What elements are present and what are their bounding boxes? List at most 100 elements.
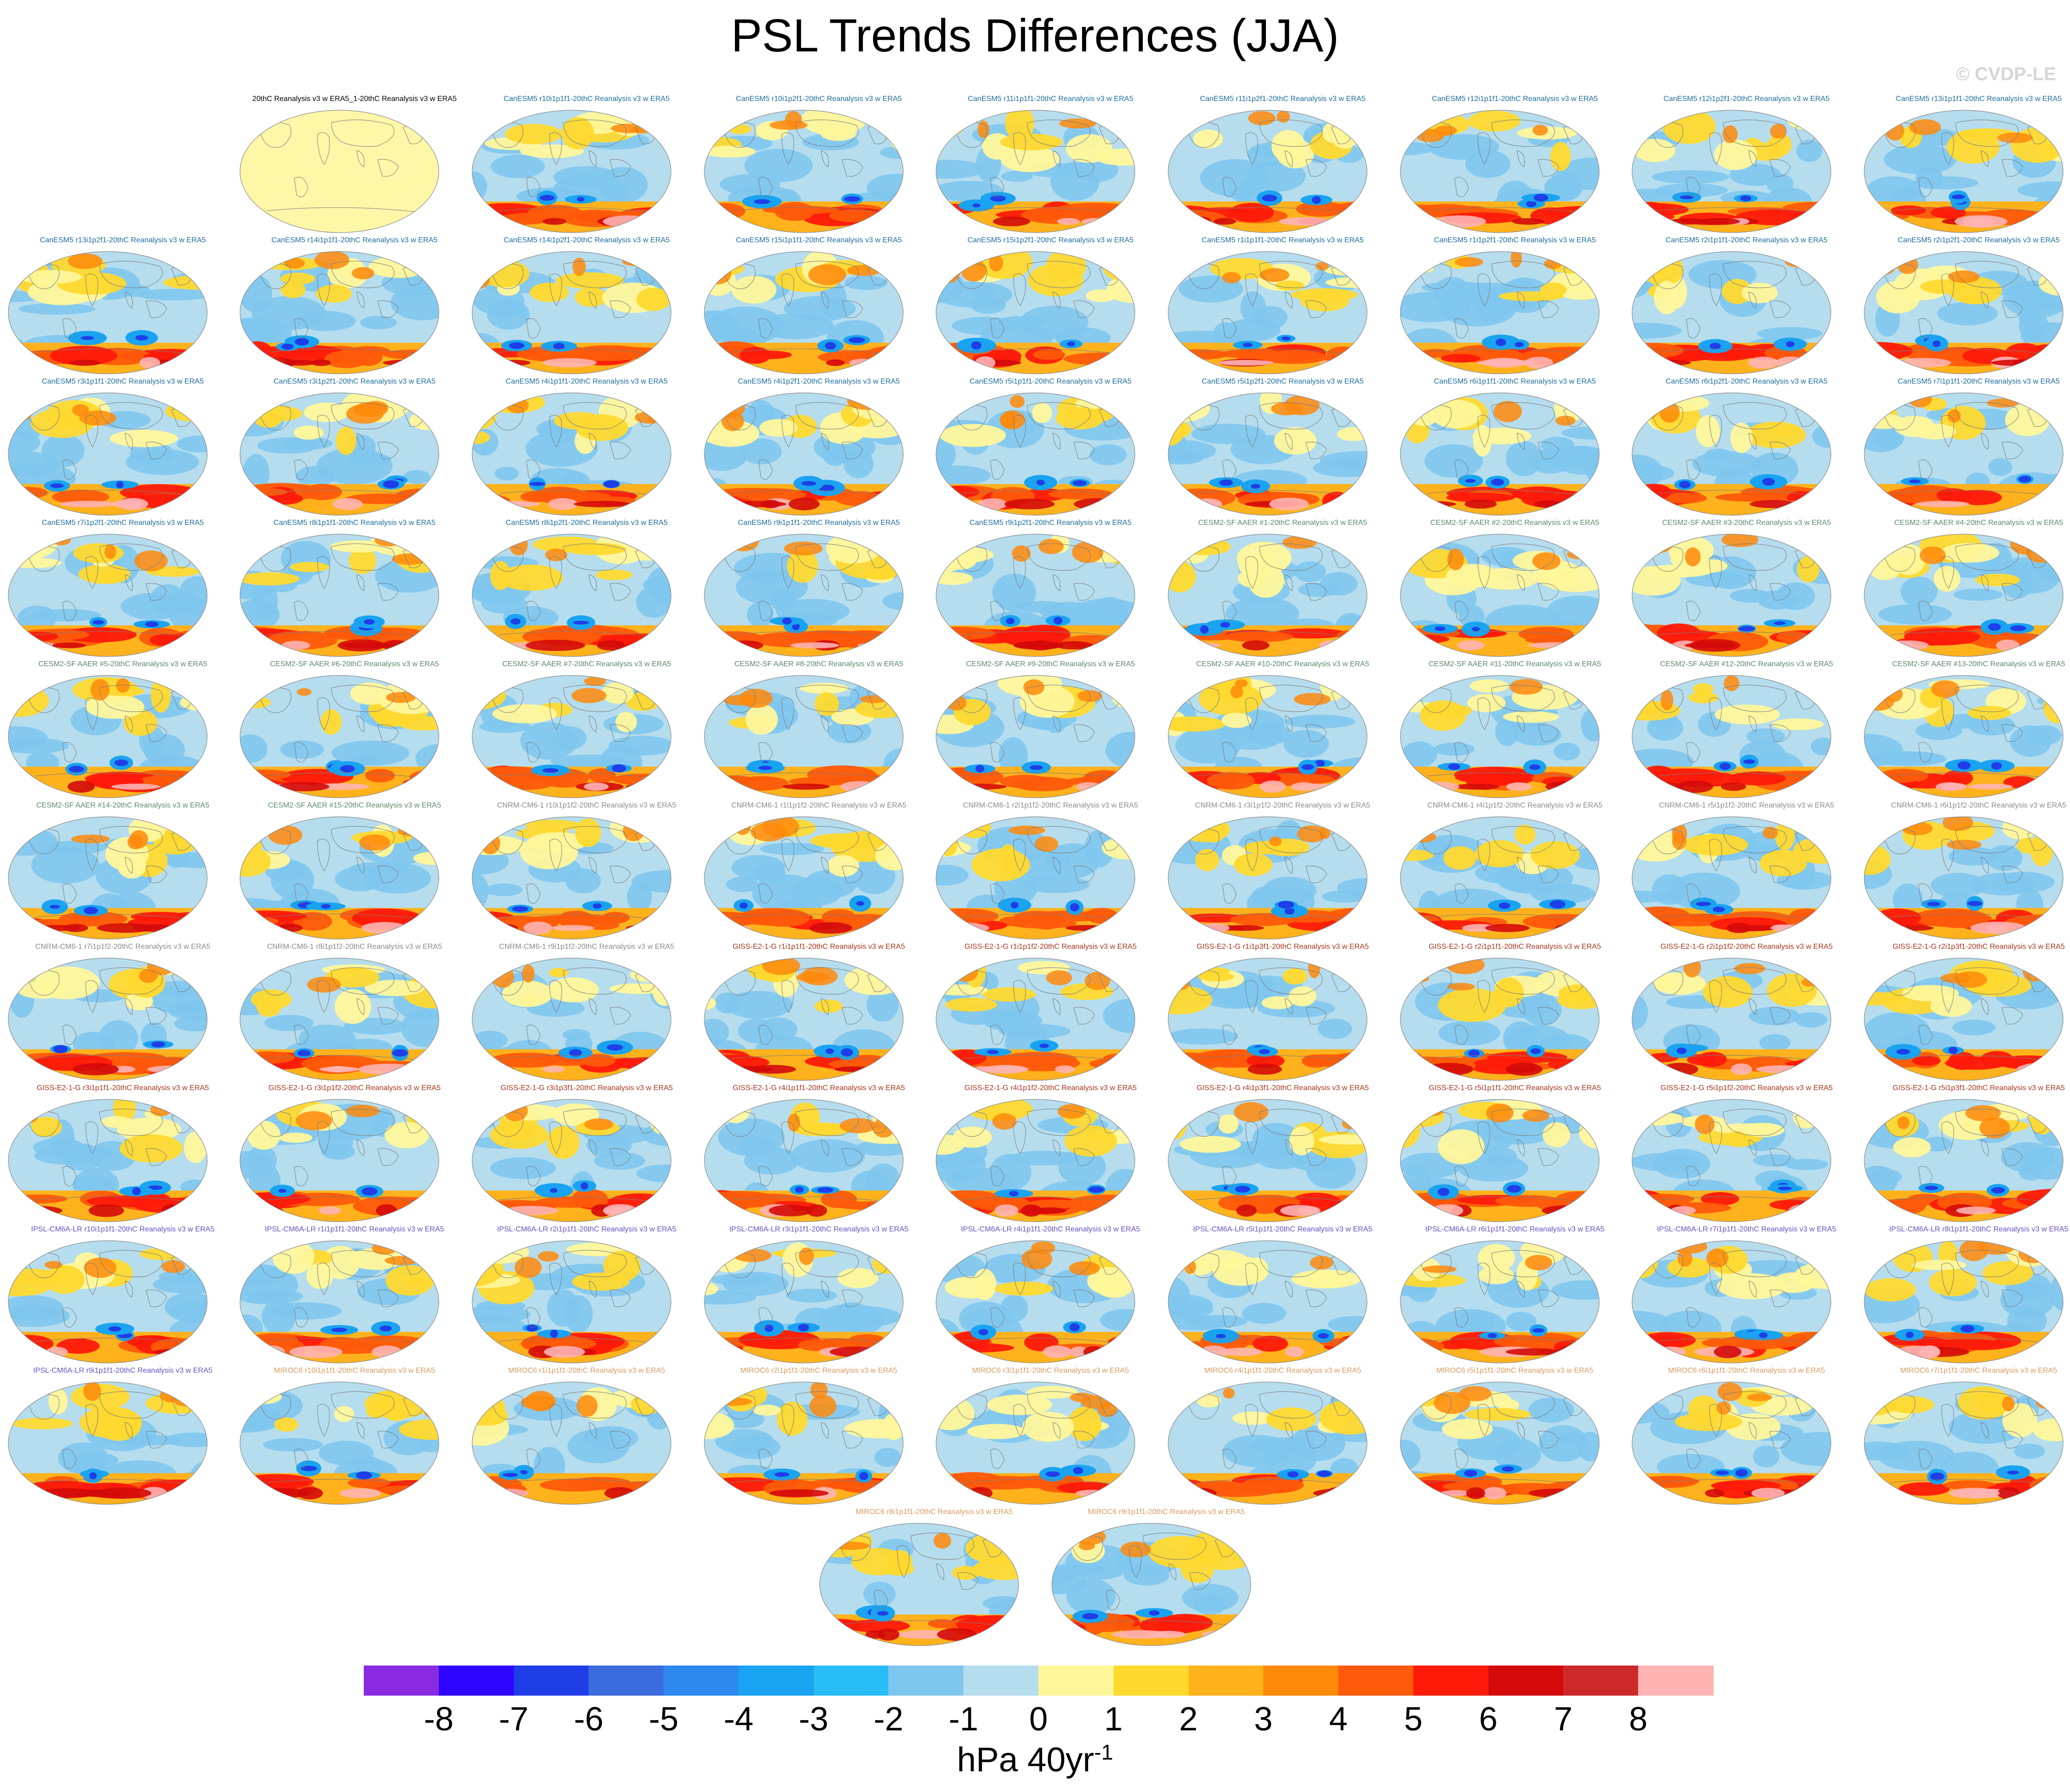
map-panel-title: CanESM5 r7i1p1f1-20thC Reanalysis v3 w E…	[1898, 378, 2060, 385]
map-panel: MIROC6 r6i1p1f1-20thC Reanalysis v3 w ER…	[1631, 1367, 1862, 1508]
map-panel: CanESM5 r14i1p1f1-20thC Reanalysis v3 w …	[239, 236, 470, 378]
map-panel: MIROC6 r5i1p1f1-20thC Reanalysis v3 w ER…	[1399, 1367, 1631, 1508]
map-panel: CESM2-SF AAER #5-20thC Reanalysis v3 w E…	[7, 660, 239, 801]
psl-trend-map	[1864, 392, 2064, 516]
psl-trend-map	[1864, 675, 2064, 798]
psl-trend-map	[240, 958, 439, 1081]
map-panel: IPSL-CM6A-LR r5i1p1f1-20thC Reanalysis v…	[1167, 1225, 1399, 1367]
map-panel-title: CESM2-SF AAER #3-20thC Reanalysis v3 w E…	[1662, 519, 1831, 527]
map-panel: CanESM5 r5i1p1f1-20thC Reanalysis v3 w E…	[935, 378, 1166, 519]
map-panel-title: MIROC6 r5i1p1f1-20thC Reanalysis v3 w ER…	[1436, 1367, 1594, 1375]
psl-trend-map	[1864, 958, 2064, 1081]
colorbar-swatch	[813, 1666, 889, 1696]
psl-trend-map	[1632, 251, 1831, 374]
figure-title: PSL Trends Differences (JJA)	[731, 10, 1339, 62]
map-panel-title: MIROC6 r6i1p1f1-20thC Reanalysis v3 w ER…	[1668, 1367, 1825, 1375]
map-panel-title: CanESM5 r9i1p2f1-20thC Reanalysis v3 w E…	[969, 519, 1132, 527]
map-panel: CESM2-SF AAER #15-20thC Reanalysis v3 w …	[239, 801, 470, 943]
map-panel-title: CESM2-SF AAER #13-20thC Reanalysis v3 w …	[1892, 660, 2065, 668]
map-panel: CanESM5 r13i1p1f1-20thC Reanalysis v3 w …	[1863, 95, 2070, 236]
map-panel-title: IPSL-CM6A-LR r3i1p1f1-20thC Reanalysis v…	[729, 1225, 909, 1233]
psl-trend-map	[472, 110, 671, 233]
psl-trend-map	[1864, 251, 2064, 374]
map-panel: CNRM-CM6-1 r1i1p1f2-20thC Reanalysis v3 …	[703, 801, 935, 943]
colorbar-tick-label: 1	[1104, 1701, 1123, 1738]
colorbar-tick-label: 7	[1554, 1701, 1573, 1738]
map-panel: CanESM5 r8i1p2f1-20thC Reanalysis v3 w E…	[471, 519, 703, 660]
map-panel: MIROC6 r10i1p1f1-20thC Reanalysis v3 w E…	[239, 1367, 470, 1508]
psl-trend-map	[8, 534, 208, 657]
psl-trend-map	[936, 392, 1135, 516]
map-panel: GISS-E2-1-G r3i1p1f1-20thC Reanalysis v3…	[7, 1084, 239, 1225]
map-panel: CanESM5 r6i1p1f1-20thC Reanalysis v3 w E…	[1399, 378, 1631, 519]
map-panel: GISS-E2-1-G r2i1p1f2-20thC Reanalysis v3…	[1631, 943, 1862, 1084]
map-panel-title: IPSL-CM6A-LR r4i1p1f1-20thC Reanalysis v…	[961, 1225, 1140, 1233]
map-panel: CanESM5 r1i1p1f1-20thC Reanalysis v3 w E…	[1167, 236, 1399, 378]
psl-trend-map	[8, 1382, 208, 1505]
map-panel-title: CESM2-SF AAER #6-20thC Reanalysis v3 w E…	[270, 660, 439, 668]
map-panel-title: CESM2-SF AAER #10-20thC Reanalysis v3 w …	[1196, 660, 1369, 668]
map-panel: CanESM5 r7i1p2f1-20thC Reanalysis v3 w E…	[7, 519, 239, 660]
map-panel: GISS-E2-1-G r4i1p1f2-20thC Reanalysis v3…	[935, 1084, 1166, 1225]
map-panel-title: 20thC Reanalysis v3 w ERA5_1-20thC Reana…	[252, 95, 457, 103]
map-panel-title: GISS-E2-1-G r2i1p3f1-20thC Reanalysis v3…	[1893, 943, 2065, 951]
psl-trend-map	[240, 1382, 439, 1505]
psl-trend-map	[240, 1099, 439, 1222]
map-panel-title: GISS-E2-1-G r2i1p1f2-20thC Reanalysis v3…	[1660, 943, 1833, 951]
map-panel-title: CESM2-SF AAER #9-20thC Reanalysis v3 w E…	[966, 660, 1135, 668]
map-panel: CESM2-SF AAER #8-20thC Reanalysis v3 w E…	[703, 660, 935, 801]
map-panel: MIROC6 r9i1p1f1-20thC Reanalysis v3 w ER…	[1051, 1508, 1282, 1649]
map-panel: GISS-E2-1-G r2i1p1f1-20thC Reanalysis v3…	[1399, 943, 1631, 1084]
psl-trend-map	[472, 251, 671, 374]
map-panel-title: CanESM5 r10i1p1f1-20thC Reanalysis v3 w …	[503, 95, 670, 103]
psl-trend-map	[1400, 251, 1600, 374]
psl-trend-map	[472, 392, 671, 516]
psl-trend-map	[1168, 110, 1367, 233]
map-panel: CanESM5 r2i1p2f1-20thC Reanalysis v3 w E…	[1863, 236, 2070, 378]
colorbar-tick-label: -4	[723, 1701, 753, 1738]
map-panel-title: IPSL-CM6A-LR r9i1p1f1-20thC Reanalysis v…	[33, 1367, 213, 1375]
psl-trend-map	[1632, 1240, 1831, 1363]
map-panel-title: CanESM5 r12i1p2f1-20thC Reanalysis v3 w …	[1663, 95, 1830, 103]
psl-trend-map	[1168, 1382, 1367, 1505]
psl-trend-map	[1632, 675, 1831, 798]
map-panel: CanESM5 r4i1p2f1-20thC Reanalysis v3 w E…	[703, 378, 935, 519]
map-panel: CNRM-CM6-1 r4i1p1f2-20thC Reanalysis v3 …	[1399, 801, 1631, 943]
units-superscript: -1	[1094, 1740, 1114, 1764]
map-panel-title: IPSL-CM6A-LR r1i1p1f1-20thC Reanalysis v…	[265, 1225, 444, 1233]
colorbar-swatch	[1563, 1666, 1639, 1696]
map-panel: GISS-E2-1-G r4i1p1f1-20thC Reanalysis v3…	[703, 1084, 935, 1225]
map-panel: CanESM5 r5i1p2f1-20thC Reanalysis v3 w E…	[1167, 378, 1399, 519]
colorbar-tick-label: -7	[499, 1701, 529, 1738]
units-text: hPa 40yr	[956, 1740, 1095, 1779]
map-panel-title: GISS-E2-1-G r4i1p1f2-20thC Reanalysis v3…	[964, 1084, 1137, 1092]
colorbar-tick-label: -3	[798, 1701, 829, 1738]
map-panel: CanESM5 r6i1p2f1-20thC Reanalysis v3 w E…	[1631, 378, 1862, 519]
psl-trend-map	[704, 1382, 904, 1505]
map-panel: GISS-E2-1-G r2i1p3f1-20thC Reanalysis v3…	[1863, 943, 2070, 1084]
colorbar-swatch	[1338, 1666, 1414, 1696]
map-panel: CESM2-SF AAER #12-20thC Reanalysis v3 w …	[1631, 660, 1862, 801]
map-panel: CNRM-CM6-1 r10i1p1f2-20thC Reanalysis v3…	[471, 801, 703, 943]
psl-trend-map	[8, 958, 208, 1081]
psl-trend-map	[1168, 675, 1367, 798]
psl-trend-map	[1168, 816, 1367, 940]
psl-trend-map	[1632, 110, 1831, 233]
psl-trend-map	[8, 251, 208, 374]
map-panel-title: CanESM5 r10i1p2f1-20thC Reanalysis v3 w …	[735, 95, 902, 103]
psl-trend-map	[240, 675, 439, 798]
map-panel-title: CanESM5 r6i1p1f1-20thC Reanalysis v3 w E…	[1434, 378, 1596, 385]
psl-trend-map	[1864, 1099, 2064, 1222]
map-panel-title: CNRM-CM6-1 r6i1p1f2-20thC Reanalysis v3 …	[1891, 801, 2066, 809]
map-panel: CESM2-SF AAER #9-20thC Reanalysis v3 w E…	[935, 660, 1166, 801]
map-panel-title: CanESM5 r6i1p2f1-20thC Reanalysis v3 w E…	[1665, 378, 1828, 385]
map-panel-title: CanESM5 r15i1p2f1-20thC Reanalysis v3 w …	[967, 236, 1134, 244]
psl-trend-map	[704, 958, 904, 1081]
psl-trend-map	[8, 675, 208, 798]
colorbar-swatch	[664, 1666, 739, 1696]
map-panel: CanESM5 r8i1p1f1-20thC Reanalysis v3 w E…	[239, 519, 470, 660]
colorbar-tick-label: 0	[1029, 1701, 1048, 1738]
map-panel: IPSL-CM6A-LR r10i1p1f1-20thC Reanalysis …	[7, 1225, 239, 1367]
psl-trend-map	[1051, 1523, 1251, 1646]
map-panel-title: CanESM5 r14i1p2f1-20thC Reanalysis v3 w …	[503, 236, 670, 244]
